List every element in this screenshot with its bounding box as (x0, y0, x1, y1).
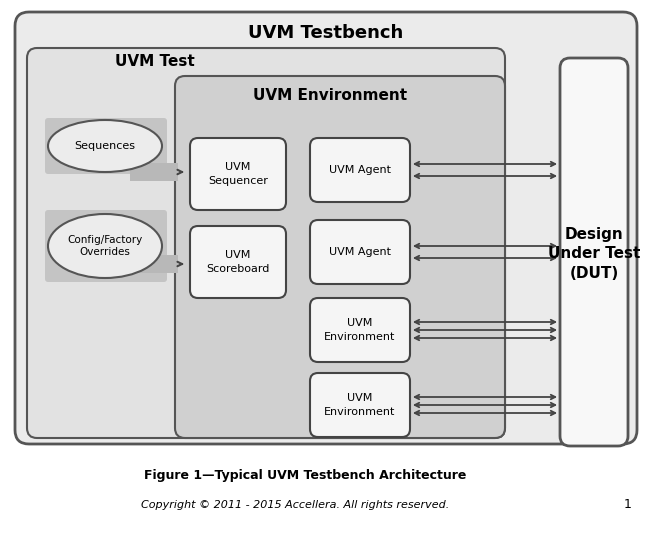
Polygon shape (130, 255, 178, 273)
Text: UVM Agent: UVM Agent (329, 165, 391, 175)
FancyBboxPatch shape (560, 58, 628, 446)
Text: UVM Environment: UVM Environment (253, 87, 407, 103)
Ellipse shape (48, 214, 162, 278)
Text: Design
Under Test
(DUT): Design Under Test (DUT) (548, 227, 640, 281)
FancyBboxPatch shape (45, 118, 167, 174)
Text: Sequences: Sequences (75, 141, 135, 151)
Text: UVM Testbench: UVM Testbench (249, 24, 404, 42)
FancyBboxPatch shape (310, 220, 410, 284)
Text: Config/Factory
Overrides: Config/Factory Overrides (67, 235, 143, 257)
FancyBboxPatch shape (15, 12, 637, 444)
Text: UVM
Environment: UVM Environment (324, 394, 396, 417)
FancyBboxPatch shape (175, 76, 505, 438)
FancyBboxPatch shape (190, 226, 286, 298)
FancyBboxPatch shape (190, 138, 286, 210)
Text: UVM
Scoreboard: UVM Scoreboard (206, 250, 269, 273)
Text: 1: 1 (624, 498, 632, 512)
FancyBboxPatch shape (310, 298, 410, 362)
Text: UVM Agent: UVM Agent (329, 247, 391, 257)
Text: Figure 1—Typical UVM Testbench Architecture: Figure 1—Typical UVM Testbench Architect… (144, 468, 466, 481)
Text: UVM
Sequencer: UVM Sequencer (208, 163, 268, 186)
FancyBboxPatch shape (310, 138, 410, 202)
FancyBboxPatch shape (310, 373, 410, 437)
Text: UVM
Environment: UVM Environment (324, 318, 396, 341)
FancyBboxPatch shape (45, 210, 167, 282)
Ellipse shape (48, 120, 162, 172)
Polygon shape (130, 163, 178, 181)
Text: Copyright © 2011 - 2015 Accellera. All rights reserved.: Copyright © 2011 - 2015 Accellera. All r… (141, 500, 449, 510)
Text: UVM Test: UVM Test (115, 54, 195, 70)
FancyBboxPatch shape (27, 48, 505, 438)
